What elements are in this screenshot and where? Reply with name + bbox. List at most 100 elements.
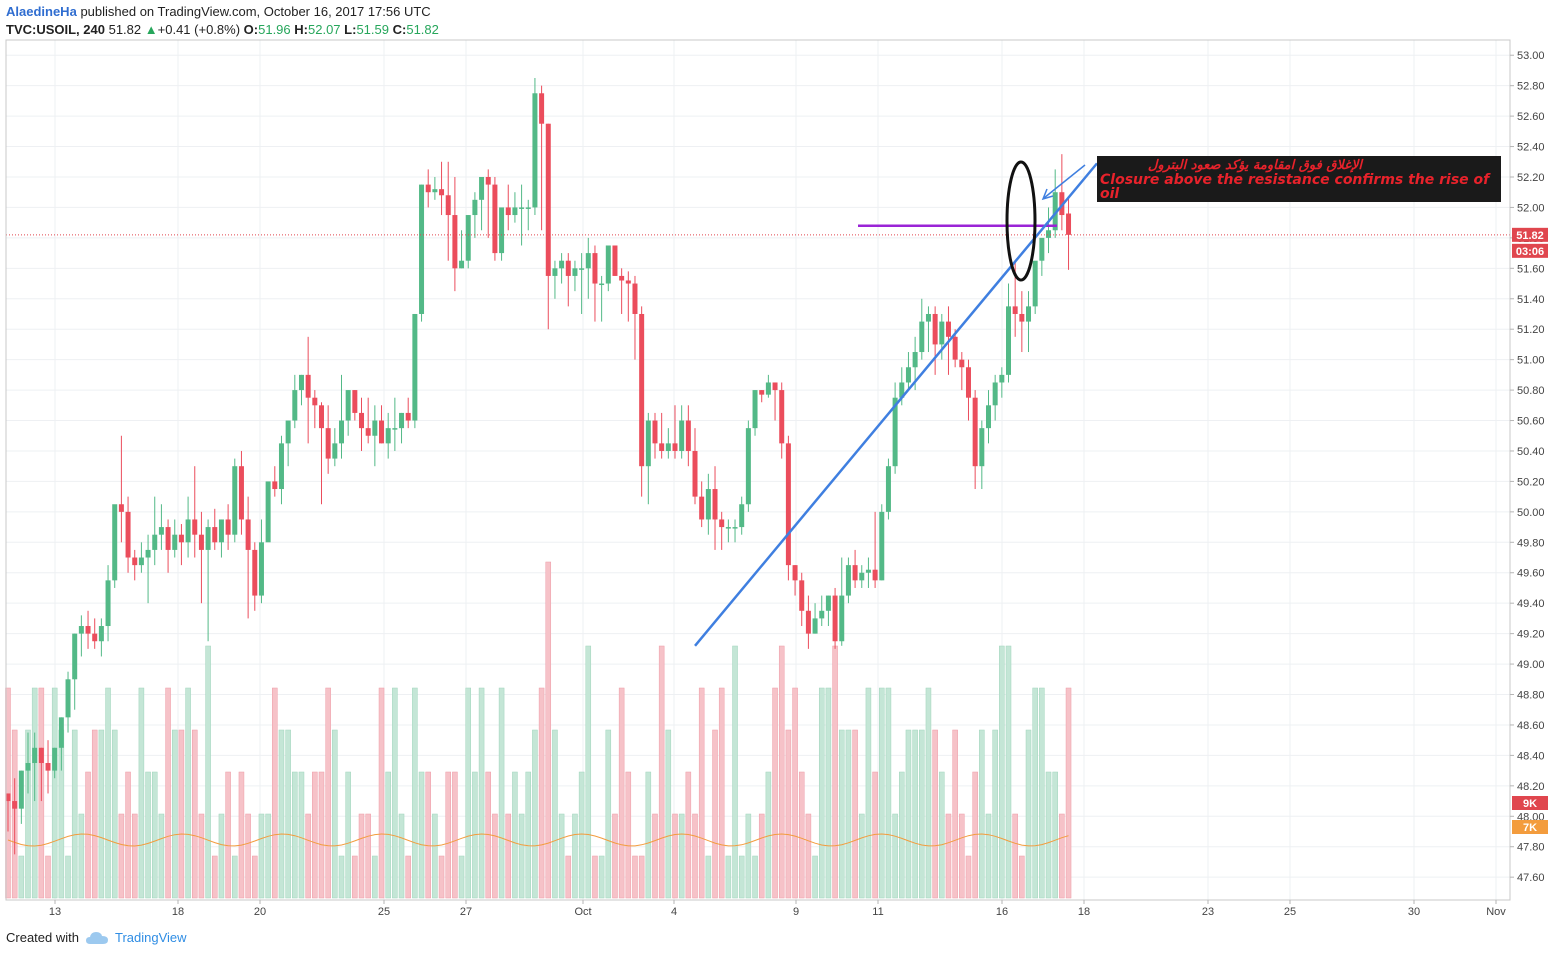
volume-bar — [538, 687, 545, 899]
volume-bar — [465, 687, 471, 899]
candle-body — [392, 428, 398, 430]
open-label: O: — [243, 22, 259, 37]
candle-body — [939, 321, 945, 345]
candle-body — [459, 260, 465, 269]
annotation-english-line2: oil — [1100, 186, 1119, 202]
candle-body — [465, 215, 471, 261]
candle-body — [1039, 237, 1045, 261]
candle-body — [479, 176, 485, 200]
candle-body — [852, 565, 858, 581]
candle-body — [632, 283, 638, 314]
publisher-line: AlaedineHa published on TradingView.com,… — [6, 4, 431, 19]
volume-bar — [278, 729, 285, 899]
volume-bar — [899, 771, 905, 899]
candle-body — [685, 420, 691, 451]
volume-bar — [578, 771, 585, 899]
volume-bar — [725, 855, 732, 899]
candle-body — [925, 313, 931, 322]
candle-body — [332, 443, 338, 459]
candle-body — [545, 123, 551, 276]
candle-body — [185, 519, 191, 543]
volume-bar — [932, 729, 938, 899]
candle-body — [452, 215, 458, 269]
volume-bar — [919, 729, 925, 899]
volume-bar — [585, 645, 592, 899]
volume-bar — [772, 687, 778, 899]
candle-body — [165, 527, 171, 550]
tradingview-brand[interactable]: TradingView — [114, 930, 187, 945]
candle-body — [38, 747, 44, 764]
y-tick-label: 51.20 — [1517, 324, 1545, 336]
volume-bar — [718, 687, 725, 899]
candle-body — [839, 595, 845, 642]
candle-body — [565, 260, 571, 276]
candle-body — [879, 511, 885, 581]
candle-body — [138, 557, 144, 566]
volume-bar — [105, 687, 111, 899]
candle-body — [505, 207, 511, 216]
candle-body — [799, 580, 805, 611]
volume-bar — [892, 813, 898, 899]
candle-body — [412, 313, 418, 421]
candle-body — [959, 359, 965, 368]
volume-bar — [345, 771, 351, 899]
volume-bar — [879, 687, 885, 899]
candle-body — [292, 390, 298, 421]
annotation-box — [1097, 156, 1501, 202]
candle-body — [705, 489, 711, 520]
volume-bar — [425, 771, 431, 899]
candle-body — [1066, 213, 1072, 235]
volume-bar — [352, 855, 358, 899]
candle-body — [218, 519, 224, 543]
volume-bar — [612, 813, 618, 899]
x-tick-label: 13 — [49, 906, 61, 918]
candle-body — [719, 519, 725, 528]
candle-body — [812, 618, 818, 634]
candle-body — [265, 481, 271, 543]
candle-body — [1052, 192, 1058, 231]
candle-body — [745, 428, 751, 505]
x-tick-label: 27 — [460, 906, 472, 918]
candle-body — [132, 557, 138, 566]
volume-bar — [798, 771, 805, 899]
candle-body — [92, 633, 98, 642]
candle-body — [25, 763, 31, 771]
y-tick-label: 50.00 — [1517, 507, 1545, 519]
footer: Created with TradingView — [6, 930, 187, 945]
candle-body — [405, 412, 411, 421]
candle-body — [432, 189, 438, 193]
candle-body — [619, 275, 625, 281]
volume-bar — [625, 771, 632, 899]
annotation-arabic: الإغلاق فوق امقاومة يؤكد صعود البترول — [1148, 158, 1365, 173]
candle-body — [285, 420, 291, 444]
volume-bar — [832, 645, 838, 899]
candle-body — [85, 626, 91, 634]
publisher-user[interactable]: AlaedineHa — [6, 4, 77, 19]
volume-ma-label: 7K — [1523, 822, 1537, 834]
volume-bar — [405, 855, 411, 899]
volume-bar — [839, 729, 845, 899]
volume-bar — [445, 771, 451, 899]
candle-body — [892, 397, 898, 467]
volume-bar — [632, 855, 638, 899]
candle-body — [912, 352, 918, 368]
volume-bar — [78, 813, 85, 899]
volume-bar — [305, 813, 311, 899]
candle-body — [205, 527, 211, 550]
volume-bar — [945, 813, 952, 899]
volume-bar — [98, 729, 105, 899]
volume-bar — [532, 729, 538, 899]
volume-bar — [999, 645, 1005, 899]
volume-bar — [418, 771, 425, 899]
volume-bar — [151, 771, 158, 899]
candle-body — [999, 374, 1005, 383]
candle-body — [98, 626, 104, 642]
candle-body — [845, 565, 851, 596]
candle-body — [372, 420, 378, 436]
volume-bar — [925, 687, 932, 899]
volume-bar — [965, 855, 972, 899]
candle-body — [439, 189, 445, 196]
volume-bar — [645, 771, 652, 899]
volume-bar — [959, 813, 965, 899]
